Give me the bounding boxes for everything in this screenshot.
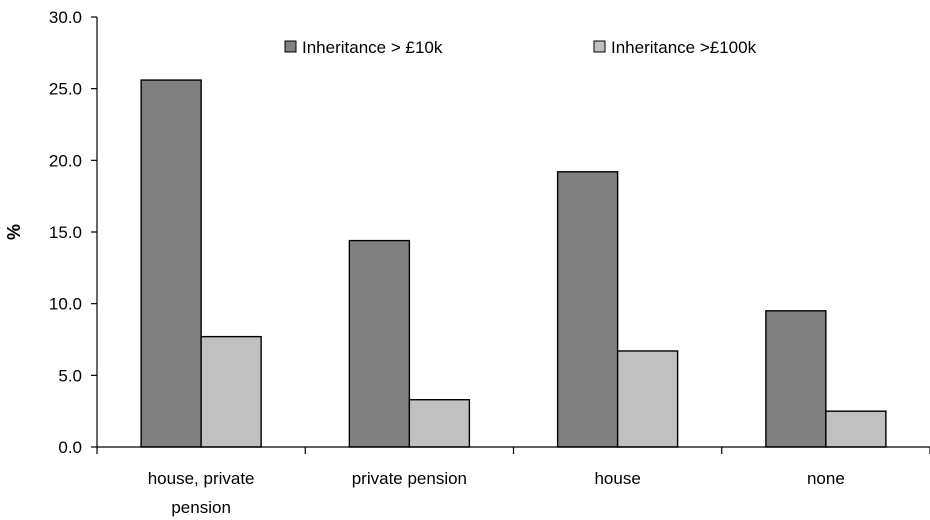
y-tick-label: 10.0 xyxy=(49,295,82,314)
y-tick-label: 30.0 xyxy=(49,8,82,27)
y-axis: 0.0 5.0 10.0 15.0 20.0 25.0 30.0 xyxy=(49,8,97,457)
y-tick-label: 15.0 xyxy=(49,223,82,242)
bar-2-4 xyxy=(825,410,887,448)
plot-area xyxy=(140,79,887,448)
x-tick-label: pension xyxy=(171,498,231,517)
category-labels: house, private pension private pension hous… xyxy=(148,469,845,517)
bar-2-1 xyxy=(200,335,262,448)
x-tick-label: private pension xyxy=(352,469,467,488)
x-axis xyxy=(96,447,930,454)
legend-label-series-1: Inheritance > £10k xyxy=(302,38,443,57)
x-tick-label: none xyxy=(807,469,845,488)
x-tick-label: house xyxy=(594,469,640,488)
bar-2-2 xyxy=(408,399,471,448)
legend-swatch-series-1 xyxy=(284,40,297,53)
bar-1-2 xyxy=(348,239,411,448)
y-tick-label: 5.0 xyxy=(58,366,82,385)
legend: Inheritance > £10k Inheritance >£100k xyxy=(284,38,757,57)
legend-label-series-2: Inheritance >£100k xyxy=(611,38,757,57)
bar-1-1 xyxy=(140,79,202,448)
x-tick-label: house, private xyxy=(148,469,255,488)
y-axis-label: % xyxy=(4,224,24,240)
y-tick-label: 0.0 xyxy=(58,438,82,457)
bar-2-3 xyxy=(616,350,679,448)
y-tick-label: 20.0 xyxy=(49,151,82,170)
bar-1-3 xyxy=(556,171,619,448)
legend-swatch-series-2 xyxy=(593,40,606,53)
y-tick-label: 25.0 xyxy=(49,80,82,99)
bar-1-4 xyxy=(765,310,827,448)
